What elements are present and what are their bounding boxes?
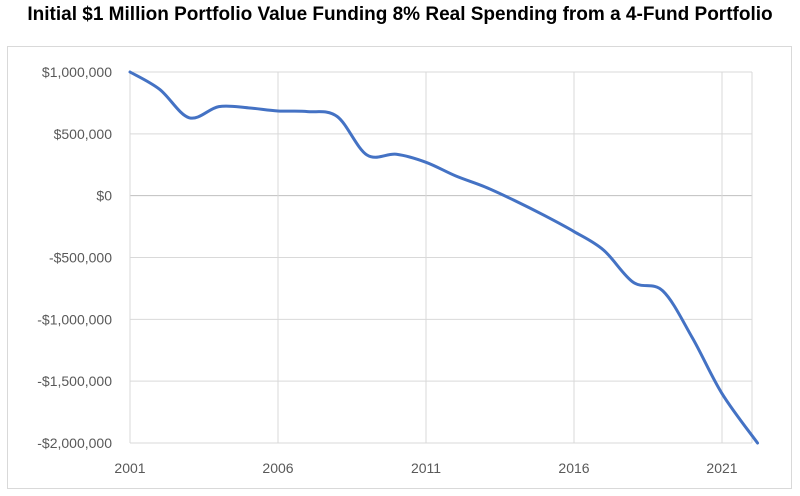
y-tick-label: -$2,000,000 [37,435,112,451]
gridlines [129,71,753,444]
x-tick-label: 2006 [262,460,293,476]
x-tick-label: 2016 [558,460,589,476]
x-tick-label: 2021 [706,460,737,476]
x-axis-labels: 2001 2006 2011 2016 2021 [114,460,737,476]
y-tick-label: $1,000,000 [42,64,112,80]
y-tick-label: $500,000 [54,126,113,142]
y-tick-label: -$1,500,000 [37,373,112,389]
y-axis-labels: $1,000,000 $500,000 $0 -$500,000 -$1,000,000… [37,64,112,451]
x-tick-label: 2001 [114,460,145,476]
y-tick-label: -$500,000 [49,250,112,266]
series-line-portfolio-value [128,70,760,445]
x-tick-label: 2011 [411,460,441,476]
chart-frame [7,46,792,489]
chart-title: Initial $1 Million Portfolio Value Fundi… [27,4,773,25]
y-tick-label: -$1,000,000 [37,311,112,327]
y-tick-label: $0 [96,188,112,204]
series-layer [128,70,760,445]
